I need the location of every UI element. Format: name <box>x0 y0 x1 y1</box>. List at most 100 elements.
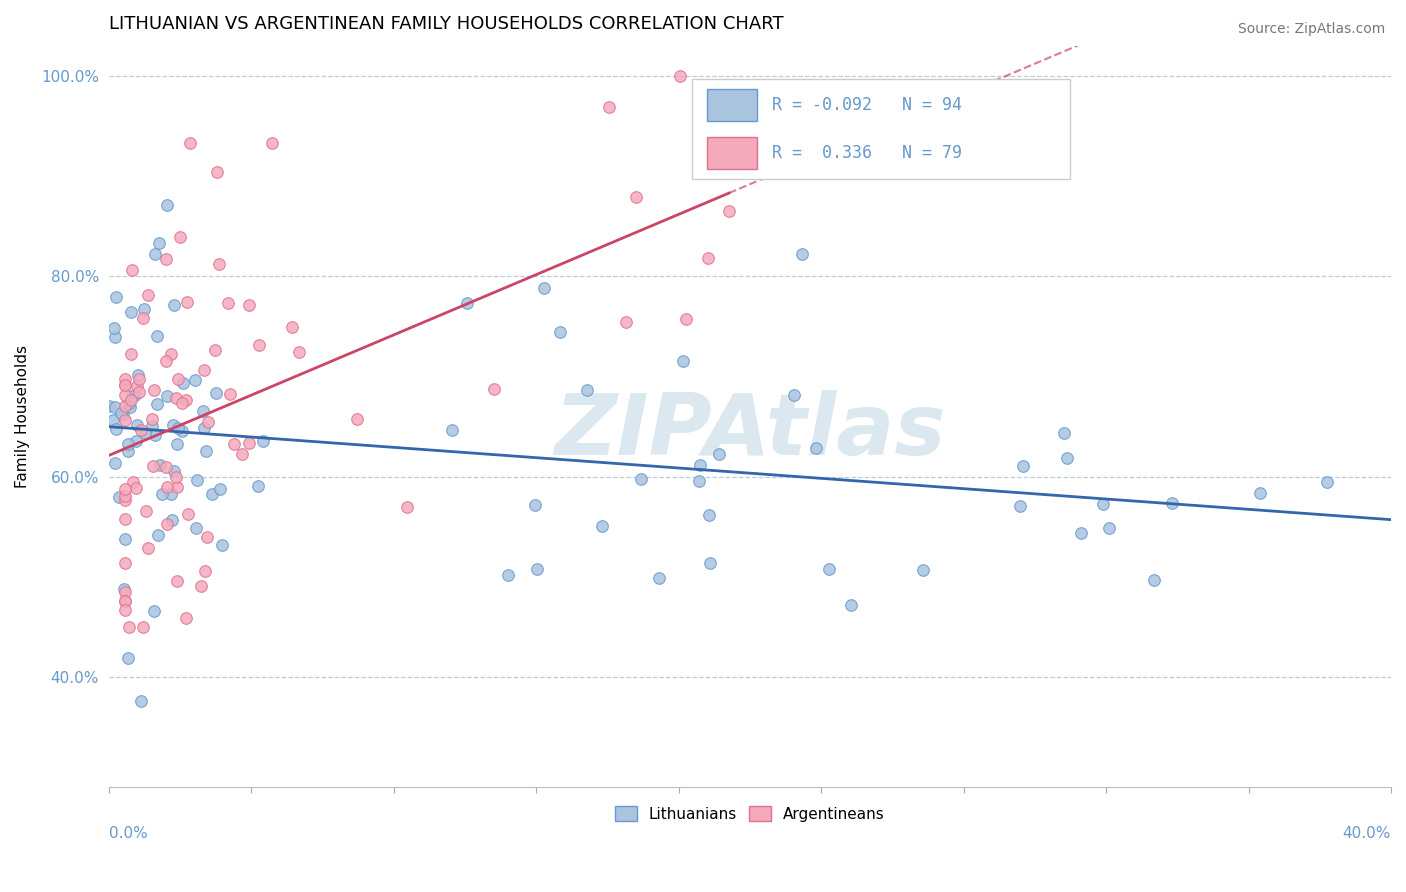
Point <box>143 246 166 260</box>
Point <box>156 480 179 494</box>
Point <box>155 459 177 474</box>
Point <box>689 458 711 472</box>
Point <box>672 353 695 368</box>
Point <box>804 441 827 455</box>
Point <box>441 423 464 437</box>
Text: 0.0%: 0.0% <box>108 826 148 841</box>
Point <box>149 458 172 473</box>
Point <box>395 500 418 514</box>
Point <box>575 384 598 398</box>
Point <box>186 473 208 487</box>
Point <box>524 498 547 512</box>
Point <box>1143 574 1166 588</box>
Point <box>184 521 207 535</box>
Point <box>114 388 136 402</box>
Point <box>128 384 150 399</box>
Point <box>217 296 239 310</box>
Point <box>193 362 215 376</box>
Point <box>97 399 120 413</box>
Point <box>143 603 166 617</box>
Point <box>118 400 141 414</box>
Point <box>156 516 179 531</box>
Point <box>134 425 156 440</box>
Point <box>1161 496 1184 510</box>
Point <box>160 513 183 527</box>
Point <box>699 556 721 570</box>
Point <box>209 482 232 496</box>
Point <box>456 296 478 310</box>
Point <box>195 443 218 458</box>
Point <box>1012 458 1035 473</box>
Point <box>134 302 156 317</box>
Point <box>120 393 142 408</box>
Text: ZIPAtlas: ZIPAtlas <box>554 390 946 473</box>
Point <box>247 479 270 493</box>
Point <box>170 396 193 410</box>
Text: LITHUANIAN VS ARGENTINEAN FAMILY HOUSEHOLDS CORRELATION CHART: LITHUANIAN VS ARGENTINEAN FAMILY HOUSEHO… <box>108 15 783 33</box>
Point <box>156 198 179 212</box>
Point <box>101 413 124 427</box>
Point <box>114 399 136 413</box>
Point <box>143 383 166 397</box>
Point <box>160 487 183 501</box>
Point <box>114 413 136 427</box>
Point <box>792 247 814 261</box>
Point <box>114 556 136 570</box>
Point <box>252 434 274 449</box>
Point <box>112 582 135 596</box>
Point <box>162 417 184 432</box>
Point <box>496 568 519 582</box>
Point <box>114 603 136 617</box>
Point <box>121 347 143 361</box>
Point <box>675 311 697 326</box>
Point <box>110 406 132 420</box>
Point <box>142 458 165 473</box>
Point <box>121 389 143 403</box>
Point <box>166 480 188 494</box>
Point <box>129 693 152 707</box>
Point <box>166 574 188 588</box>
Point <box>176 508 198 522</box>
Point <box>190 579 212 593</box>
Point <box>166 421 188 435</box>
Point <box>129 423 152 437</box>
Point <box>222 437 245 451</box>
Point <box>1098 521 1121 535</box>
Point <box>172 376 194 391</box>
Point <box>150 487 173 501</box>
Point <box>648 571 671 585</box>
Point <box>163 464 186 478</box>
Text: 40.0%: 40.0% <box>1343 826 1391 841</box>
Point <box>117 650 139 665</box>
Point <box>688 475 710 489</box>
Point <box>548 325 571 339</box>
Point <box>114 482 136 496</box>
Point <box>117 444 139 458</box>
Point <box>174 611 197 625</box>
Point <box>817 562 839 576</box>
Point <box>211 538 233 552</box>
Point <box>162 297 184 311</box>
Point <box>346 412 368 426</box>
Point <box>1056 451 1078 466</box>
Point <box>111 408 134 422</box>
Point <box>103 320 125 334</box>
Point <box>166 437 188 451</box>
Point <box>105 422 128 436</box>
Point <box>114 585 136 599</box>
Point <box>104 330 127 344</box>
Point <box>127 368 149 383</box>
Point <box>148 236 170 251</box>
Point <box>176 294 198 309</box>
Point <box>114 594 136 608</box>
Point <box>598 100 620 114</box>
Point <box>136 541 159 555</box>
Point <box>184 373 207 387</box>
Point <box>155 252 177 266</box>
Point <box>179 136 201 150</box>
Point <box>207 165 229 179</box>
Point <box>108 491 131 505</box>
Point <box>146 328 169 343</box>
Point <box>169 230 191 244</box>
Point <box>124 388 146 402</box>
